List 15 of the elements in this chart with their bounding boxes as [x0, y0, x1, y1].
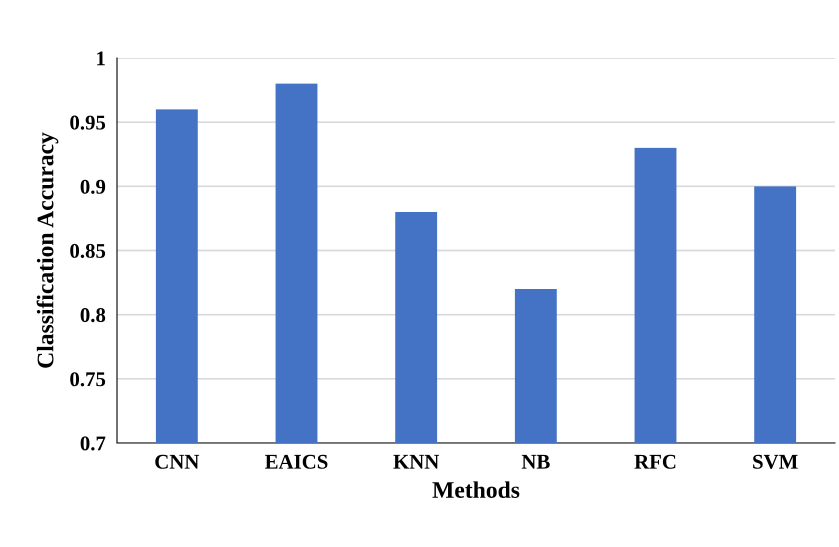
x-tick-label: EAICS	[265, 454, 328, 469]
x-tick-label: KNN	[393, 454, 440, 469]
x-tick-label: NB	[522, 454, 550, 469]
y-tick-label: 0.85	[70, 244, 106, 258]
x-tick-label: CNN	[155, 454, 200, 469]
y-tick-label: 0.8	[80, 308, 106, 322]
y-tick-label: 0.9	[80, 180, 106, 194]
y-axis-title: Classification Accuracy	[36, 132, 58, 368]
x-tick-label: SVM	[753, 454, 798, 469]
y-tick-label: 0.95	[70, 116, 106, 130]
x-axis-title: Methods	[432, 481, 520, 498]
y-tick-label: 0.7	[80, 436, 106, 451]
x-tick-label: RFC	[634, 454, 676, 469]
y-tick-label: 1	[97, 51, 105, 66]
y-tick-label: 0.75	[70, 372, 106, 386]
